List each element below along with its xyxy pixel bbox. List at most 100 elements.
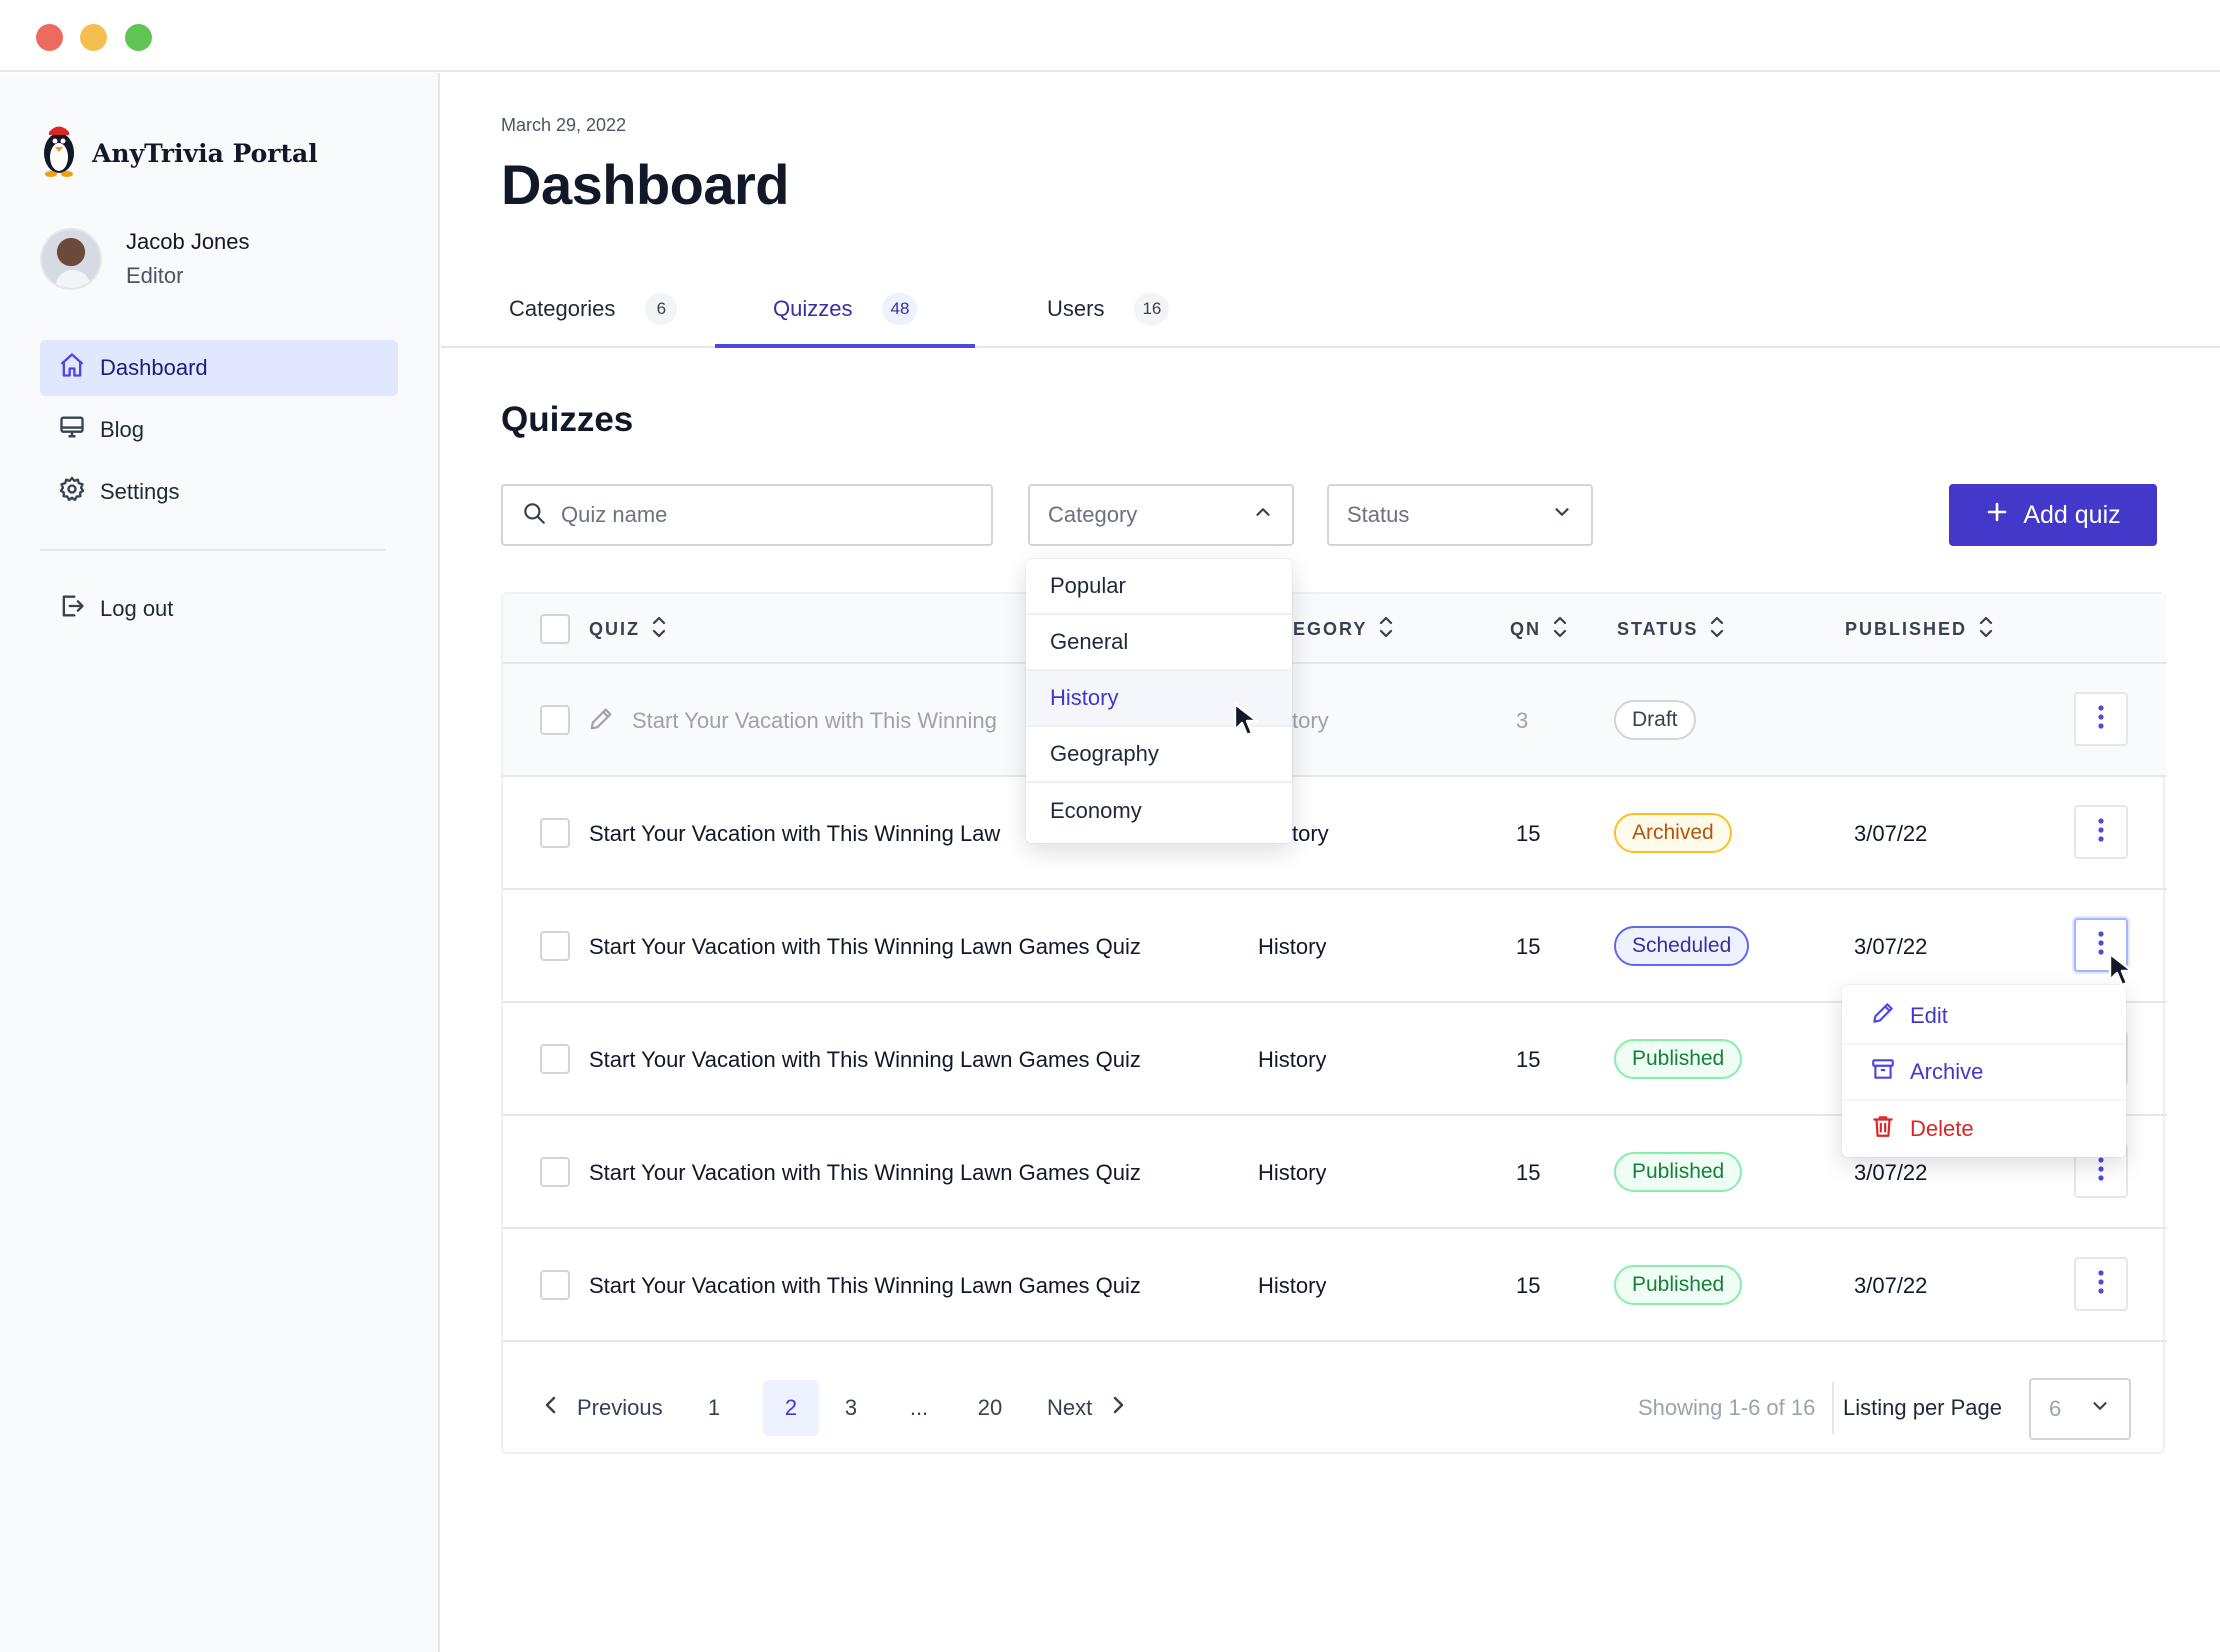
logout-icon <box>58 592 86 626</box>
page-button[interactable]: 1 <box>707 1395 721 1420</box>
column-header-qn[interactable]: QN <box>1510 594 1569 664</box>
sidebar-item-blog[interactable]: Blog <box>40 402 398 458</box>
add-quiz-label: Add quiz <box>2023 500 2121 529</box>
table-row[interactable]: Start Your Vacation with This Winning La… <box>503 890 2167 1003</box>
archive-menu-item[interactable]: Archive <box>1842 1045 2126 1101</box>
kebab-menu-icon <box>2097 930 2105 961</box>
per-page-value: 6 <box>2049 1396 2062 1421</box>
status-badge: Published <box>1614 1039 1743 1079</box>
row-actions-button[interactable] <box>2074 805 2128 859</box>
quiz-name: Start Your Vacation with This Winning La… <box>589 1046 1141 1072</box>
gear-icon <box>58 475 86 509</box>
chevron-down-icon <box>1551 501 1573 529</box>
table-row[interactable]: Start Your Vacation with This Winning to… <box>503 664 2167 777</box>
avatar <box>40 228 102 290</box>
tab-count-badge: 6 <box>645 293 678 325</box>
row-checkbox[interactable] <box>540 818 570 848</box>
search-input[interactable] <box>561 502 981 528</box>
column-header-published[interactable]: PUBLISHED <box>1845 594 1995 664</box>
table-row[interactable]: Start Your Vacation with This Winning La… <box>503 1229 2167 1342</box>
status-select-label: Status <box>1347 502 1410 527</box>
quiz-qn: 15 <box>1516 820 1541 846</box>
delete-label: Delete <box>1910 1116 1974 1141</box>
search-field[interactable] <box>501 484 993 546</box>
chevron-left-icon <box>543 1394 559 1422</box>
close-window-button[interactable] <box>36 24 63 51</box>
table-row[interactable]: Start Your Vacation with This Winning La… <box>503 1116 2167 1229</box>
status-badge: Scheduled <box>1614 926 1750 966</box>
category-select[interactable]: Category <box>1028 484 1294 546</box>
next-page-button[interactable]: Next <box>1047 1380 1126 1436</box>
showing-count: Showing 1-6 of 16 <box>1638 1395 1816 1420</box>
column-header-quiz[interactable]: QUIZ <box>589 594 668 664</box>
tab-quizzes[interactable]: Quizzes 48 <box>773 270 918 348</box>
sort-icon <box>1551 614 1569 645</box>
column-header-status[interactable]: STATUS <box>1617 594 1726 664</box>
sidebar-item-label: Blog <box>100 417 145 442</box>
category-option-history[interactable]: History <box>1026 671 1292 727</box>
edit-label: Edit <box>1910 1003 1948 1028</box>
maximize-window-button[interactable] <box>125 24 152 51</box>
logout-button[interactable]: Log out <box>40 581 398 637</box>
tab-categories[interactable]: Categories 6 <box>509 270 678 348</box>
table-row[interactable]: Start Your Vacation with This Winning La… <box>503 777 2167 890</box>
tab-count-badge: 48 <box>882 293 918 325</box>
row-actions-button[interactable] <box>2074 692 2128 746</box>
table-row[interactable]: Start Your Vacation with This Winning La… <box>503 1003 2167 1116</box>
page-button-current[interactable]: 2 <box>763 1380 819 1436</box>
page-button[interactable]: 3 <box>844 1395 858 1420</box>
row-actions-button[interactable] <box>2074 918 2128 972</box>
chevron-down-icon <box>2089 1395 2111 1423</box>
row-checkbox[interactable] <box>540 931 570 961</box>
column-label: PUBLISHED <box>1845 618 1968 639</box>
row-actions-button[interactable] <box>2074 1257 2128 1311</box>
user-profile[interactable]: Jacob Jones Editor <box>40 228 250 290</box>
app-logo[interactable]: AnyTrivia Portal <box>38 123 318 184</box>
quiz-category: History <box>1258 1046 1327 1072</box>
quiz-published: 3/07/22 <box>1854 1159 1928 1185</box>
category-option-popular[interactable]: Popular <box>1026 559 1292 615</box>
minimize-window-button[interactable] <box>80 24 107 51</box>
row-checkbox[interactable] <box>540 1044 570 1074</box>
quizzes-table: QUIZ EGORY QN STATUS PUBLISHED Start You… <box>501 592 2167 1454</box>
column-header-category[interactable]: EGORY <box>1293 594 1395 664</box>
chevron-right-icon <box>1110 1394 1126 1422</box>
pagination-divider <box>1832 1382 1834 1434</box>
delete-menu-item[interactable]: Delete <box>1842 1101 2126 1157</box>
quiz-qn: 15 <box>1516 933 1541 959</box>
section-title: Quizzes <box>501 400 634 439</box>
listing-per-page-label: Listing per Page <box>1843 1395 2002 1420</box>
row-checkbox[interactable] <box>540 705 570 735</box>
archive-label: Archive <box>1910 1059 1984 1084</box>
row-checkbox[interactable] <box>540 1270 570 1300</box>
sidebar-divider <box>40 549 386 551</box>
quiz-qn: 15 <box>1516 1046 1541 1072</box>
sidebar-item-settings[interactable]: Settings <box>40 464 398 520</box>
quiz-published: 3/07/22 <box>1854 820 1928 846</box>
quiz-published: 3/07/22 <box>1854 933 1928 959</box>
select-all-checkbox[interactable] <box>540 614 570 644</box>
sidebar-item-label: Settings <box>100 479 180 504</box>
add-quiz-button[interactable]: Add quiz <box>1949 484 2157 546</box>
column-label: QN <box>1510 618 1541 639</box>
window-titlebar <box>0 0 2220 72</box>
per-page-select[interactable]: 6 <box>2029 1378 2131 1440</box>
sidebar-item-dashboard[interactable]: Dashboard <box>40 340 398 396</box>
quiz-name: Start Your Vacation with This Winning La… <box>589 1159 1141 1185</box>
column-label: EGORY <box>1293 618 1368 639</box>
category-option-economy[interactable]: Economy <box>1050 798 1142 823</box>
logout-label: Log out <box>100 596 174 621</box>
edit-menu-item[interactable]: Edit <box>1842 989 2126 1045</box>
category-option-geography[interactable]: Geography <box>1026 727 1292 783</box>
trash-icon <box>1870 1113 1896 1145</box>
previous-page-button[interactable]: Previous <box>543 1380 663 1436</box>
row-checkbox[interactable] <box>540 1157 570 1187</box>
page-title: Dashboard <box>501 153 790 216</box>
sidebar-nav: Dashboard Blog Settings <box>40 340 398 526</box>
status-select[interactable]: Status <box>1327 484 1593 546</box>
category-dropdown-menu: Popular General History Geography Econom… <box>1026 559 1292 843</box>
tab-users[interactable]: Users 16 <box>1047 270 1170 348</box>
pencil-icon <box>1870 1000 1896 1032</box>
category-option-general[interactable]: General <box>1026 615 1292 671</box>
page-button[interactable]: 20 <box>977 1395 1003 1420</box>
